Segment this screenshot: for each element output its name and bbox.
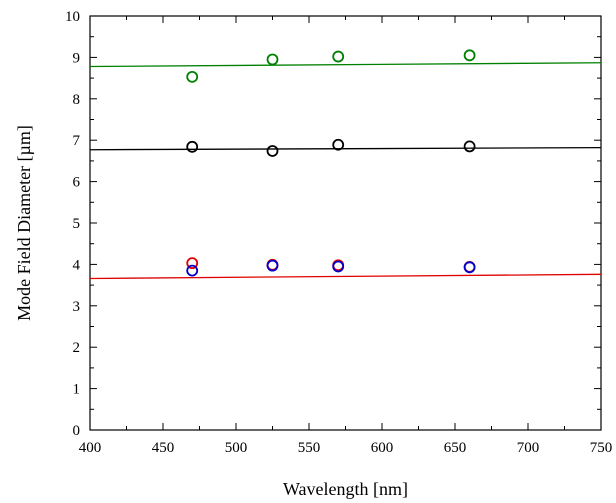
y-tick-label: 6 xyxy=(73,175,81,191)
fit-line xyxy=(89,62,602,68)
data-point xyxy=(266,53,279,66)
data-point xyxy=(186,264,199,277)
x-tick-label: 550 xyxy=(298,440,321,456)
x-tick-label: 400 xyxy=(79,440,102,456)
data-point xyxy=(332,50,345,63)
y-tick-label: 9 xyxy=(73,50,81,66)
y-tick-label: 1 xyxy=(73,382,81,398)
data-point xyxy=(463,261,476,274)
x-tick-label: 700 xyxy=(517,440,540,456)
plot-frame xyxy=(89,15,602,431)
x-tick-label: 500 xyxy=(225,440,248,456)
series-layer xyxy=(89,49,602,280)
tick-labels: 400 450 500 550 600 650 700 750 0 1 2 3 4 5 6 7 8 9 10 xyxy=(65,9,612,456)
data-point xyxy=(332,138,345,151)
y-tick-label: 2 xyxy=(73,340,81,356)
y-tick-label: 8 xyxy=(73,92,81,108)
data-point xyxy=(186,140,199,153)
axis-ticks xyxy=(89,15,602,431)
data-point xyxy=(266,145,279,157)
data-point xyxy=(186,257,199,270)
fit-line xyxy=(89,147,602,151)
y-axis-title: Mode Field Diameter [µm] xyxy=(14,125,34,321)
x-tick-label: 650 xyxy=(444,440,467,456)
x-tick-label: 450 xyxy=(152,440,175,456)
x-axis-title: Wavelength [nm] xyxy=(283,479,408,499)
data-point xyxy=(463,49,476,62)
data-point xyxy=(186,70,199,83)
data-point xyxy=(463,140,476,153)
y-tick-label: 5 xyxy=(73,216,81,232)
data-point xyxy=(266,259,279,272)
fit-line xyxy=(89,273,602,280)
y-tick-label: 7 xyxy=(73,133,81,149)
data-point xyxy=(332,260,345,273)
y-tick-label: 3 xyxy=(73,299,81,315)
x-tick-label: 750 xyxy=(590,440,613,456)
y-tick-label: 10 xyxy=(65,9,80,25)
x-tick-label: 600 xyxy=(371,440,394,456)
y-tick-label: 4 xyxy=(73,257,81,273)
y-tick-label: 0 xyxy=(73,423,81,439)
